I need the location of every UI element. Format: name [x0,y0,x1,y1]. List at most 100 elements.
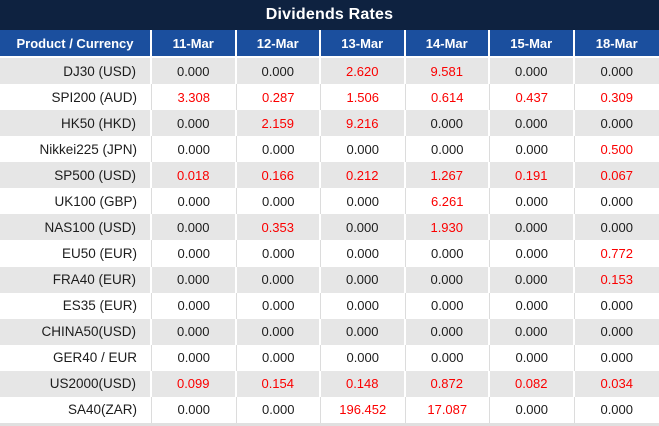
value-cell: 0.034 [600,376,634,392]
value-cell: 0.000 [600,298,634,314]
table-row: ES35 (EUR) 0.000 0.000 0.000 0.000 0.000 0.000 [0,292,659,319]
table-body: DJ30 (USD) 0.000 0.000 2.620 9.581 0.000 0.000… [0,58,659,426]
table-row: SPI200 (AUD) 3.308 0.287 1.506 0.614 0.437 0.3… [0,84,659,111]
table-row: GER40 / EUR 0.000 0.000 0.000 0.000 0.000 0.00… [0,344,659,371]
value-cell: 0.000 [406,344,490,371]
value-cell: 0.000 [490,136,575,163]
value-cell: 0.000 [237,58,321,85]
value-cell: 0.166 [237,162,321,189]
table-row: HK50 (HKD) 0.000 2.159 9.216 0.000 0.000 0.000 [0,110,659,137]
table-row: NAS100 (USD) 0.000 0.353 0.000 1.930 0.000 0.0… [0,214,659,241]
table-row: CHINA50(USD) 0.000 0.000 0.000 0.000 0.000 0.0… [0,318,659,345]
value-cell: 0.287 [237,84,321,111]
value-cell: 0.000 [321,214,406,241]
column-header-product: Product / Currency [0,30,152,58]
value-cell: 0.772 [600,246,634,262]
value-cell: 0.018 [152,162,237,189]
value-cell: 0.000 [490,292,575,319]
product-cell: EU50 (EUR) [0,240,152,267]
value-cell: 0.000 [152,58,237,85]
product-cell: NAS100 (USD) [0,214,152,241]
product-cell: GER40 / EUR [0,344,152,371]
product-cell: HK50 (HKD) [0,110,152,137]
value-cell: 0.191 [490,162,575,189]
value-cell: 0.000 [321,188,406,215]
value-cell: 0.000 [406,318,490,345]
value-cell: 0.000 [237,136,321,163]
value-cell: 0.614 [406,84,490,111]
value-cell: 0.500 [600,141,634,157]
product-cell: US2000(USD) [0,370,152,397]
value-cell: 9.216 [321,110,406,137]
product-cell: SPI200 (AUD) [0,84,152,111]
column-header-date: 11-Mar [152,30,237,58]
column-header-date: 15-Mar [490,30,575,58]
value-cell: 0.000 [237,344,321,371]
table-row: UK100 (GBP) 0.000 0.000 0.000 6.261 0.000 0.00… [0,188,659,215]
value-cell: 0.000 [406,136,490,163]
value-cell: 0.000 [490,266,575,293]
value-cell: 1.506 [321,84,406,111]
value-cell: 196.452 [321,396,406,423]
product-cell: ES35 (EUR) [0,292,152,319]
value-cell: 1.930 [406,214,490,241]
product-cell: SP500 (USD) [0,162,152,189]
value-cell: 0.000 [321,240,406,267]
product-cell: SA40(ZAR) [0,396,152,423]
column-header-date: 12-Mar [236,30,321,58]
value-cell: 6.261 [406,188,490,215]
value-cell: 0.148 [321,370,406,397]
value-cell: 1.267 [406,162,490,189]
table-row: SP500 (USD) 0.018 0.166 0.212 1.267 0.191 0.06… [0,162,659,189]
value-cell: 0.000 [152,396,237,423]
product-cell: DJ30 (USD) [0,58,152,85]
value-cell: 0.437 [490,84,575,111]
value-cell: 2.620 [321,58,406,85]
value-cell: 0.000 [237,240,321,267]
product-cell: UK100 (GBP) [0,188,152,215]
value-cell: 0.154 [237,370,321,397]
table-row: EU50 (EUR) 0.000 0.000 0.000 0.000 0.000 0.772 [0,240,659,267]
value-cell: 0.000 [490,214,575,241]
value-cell: 0.000 [600,402,634,418]
value-cell: 0.000 [600,115,634,131]
widget-title: Dividends Rates [265,6,394,23]
value-cell: 3.308 [152,84,237,111]
product-cell: FRA40 (EUR) [0,266,152,293]
value-cell: 0.000 [152,240,237,267]
value-cell: 0.000 [600,324,634,340]
value-cell: 0.000 [237,292,321,319]
value-cell: 9.581 [406,58,490,85]
column-header-date: 13-Mar [321,30,406,58]
value-cell: 0.309 [600,89,634,105]
value-cell: 0.000 [152,344,237,371]
value-cell: 0.000 [321,318,406,345]
value-cell: 0.000 [406,292,490,319]
value-cell: 0.000 [237,396,321,423]
value-cell: 0.000 [321,292,406,319]
value-cell: 0.000 [490,188,575,215]
value-cell: 2.159 [237,110,321,137]
column-header-date: 14-Mar [405,30,490,58]
value-cell: 0.000 [152,214,237,241]
value-cell: 0.067 [600,167,634,183]
value-cell: 0.000 [321,344,406,371]
value-cell: 0.000 [152,266,237,293]
value-cell: 0.000 [490,58,575,85]
value-cell: 0.000 [321,136,406,163]
table-header-row: Product / Currency 11-Mar 12-Mar 13-Mar 14-… [0,30,659,58]
value-cell: 0.000 [490,110,575,137]
value-cell: 0.000 [406,110,490,137]
value-cell: 0.000 [600,350,634,366]
value-cell: 0.000 [237,318,321,345]
value-cell: 0.000 [152,292,237,319]
table-row: US2000(USD) 0.099 0.154 0.148 0.872 0.082 0.03… [0,370,659,397]
value-cell: 0.000 [600,193,634,209]
value-cell: 0.353 [237,214,321,241]
title-bar: Dividends Rates [0,0,659,30]
table-row: Nikkei225 (JPN) 0.000 0.000 0.000 0.000 0.000… [0,136,659,163]
value-cell: 0.000 [600,63,634,79]
value-cell: 0.082 [490,370,575,397]
value-cell: 0.000 [152,318,237,345]
